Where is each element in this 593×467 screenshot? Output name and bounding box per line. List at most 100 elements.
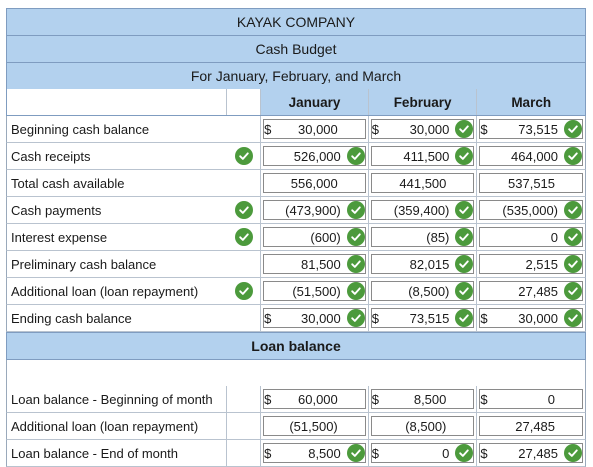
value-cell-march[interactable]: 27,485 — [476, 278, 585, 304]
table-row: Ending cash balance $30,000 $73,515 $30,000 — [6, 305, 586, 332]
value-cell-january[interactable]: (51,500) — [260, 413, 368, 439]
check-circle-icon — [564, 201, 583, 219]
row-label: Additional loan (loan repayment) — [7, 278, 228, 304]
check-circle-icon — [564, 120, 583, 138]
value-input-box[interactable] — [479, 389, 584, 409]
value-cell-march[interactable]: 464,000 — [476, 143, 585, 169]
value-cell-january[interactable]: 81,500 — [260, 251, 368, 277]
value-input-box[interactable] — [263, 227, 366, 247]
cell-value: 411,500 — [403, 148, 450, 164]
value-cell-february[interactable]: (8,500) — [367, 413, 477, 439]
value-cell-january[interactable]: $8,500 — [260, 440, 368, 466]
cell-value: (51,500) — [292, 283, 341, 299]
value-cell-january[interactable]: $60,000 — [260, 386, 368, 412]
value-cell-february[interactable]: (8,500) — [367, 278, 477, 304]
value-input-box[interactable] — [479, 119, 584, 139]
table-row: Cash receipts 526,000 411,500 464,000 — [6, 143, 586, 170]
check-circle-icon — [455, 282, 474, 300]
value-input-box[interactable] — [370, 281, 475, 301]
row-label: Interest expense — [7, 224, 228, 250]
value-input-box[interactable] — [479, 308, 584, 328]
value-input-box[interactable] — [479, 254, 584, 274]
value-input-box[interactable] — [479, 227, 584, 247]
value-input-box[interactable] — [263, 200, 366, 220]
cell-value: 73,515 — [518, 121, 559, 137]
value-input-box[interactable] — [479, 146, 584, 166]
value-cell-january[interactable]: $30,000 — [260, 116, 368, 142]
check-circle-icon — [455, 309, 474, 327]
label-check-cell — [227, 251, 260, 277]
value-cell-march[interactable]: 2,515 — [476, 251, 585, 277]
cell-value: (85) — [426, 229, 450, 245]
value-input-box[interactable] — [263, 254, 366, 274]
value-input-box[interactable] — [479, 416, 584, 436]
check-circle-icon — [455, 255, 474, 273]
value-cell-january[interactable]: (600) — [260, 224, 368, 250]
value-cell-march[interactable]: 27,485 — [476, 413, 585, 439]
cell-value: (359,400) — [393, 202, 450, 218]
value-cell-march[interactable]: $0 — [476, 386, 585, 412]
col-header-january: January — [260, 89, 368, 115]
value-input-box[interactable] — [263, 173, 366, 193]
value-input-box[interactable] — [263, 119, 366, 139]
value-cell-january[interactable]: $30,000 — [260, 305, 368, 331]
value-input-box[interactable] — [479, 281, 584, 301]
value-cell-february[interactable]: 411,500 — [367, 143, 477, 169]
cell-value: 0 — [442, 445, 450, 461]
value-cell-march[interactable]: 537,515 — [476, 170, 585, 196]
value-input-box[interactable] — [263, 281, 366, 301]
cell-value: 556,000 — [290, 175, 338, 191]
value-input-box[interactable] — [370, 416, 475, 436]
check-circle-icon — [564, 444, 583, 462]
label-check-cell — [227, 305, 260, 331]
value-input-box[interactable] — [370, 200, 475, 220]
check-circle-icon — [234, 201, 253, 219]
value-cell-february[interactable]: (359,400) — [367, 197, 477, 223]
value-input-box[interactable] — [370, 173, 475, 193]
row-label: Cash payments — [7, 197, 228, 223]
check-circle-icon — [346, 255, 365, 273]
value-input-box[interactable] — [263, 146, 366, 166]
cell-value: (8,500) — [408, 283, 450, 299]
value-cell-january[interactable]: (473,900) — [260, 197, 368, 223]
value-cell-february[interactable]: $73,515 — [367, 305, 477, 331]
value-cell-february[interactable]: $30,000 — [367, 116, 477, 142]
value-input-box[interactable] — [263, 389, 366, 409]
value-input-box[interactable] — [370, 389, 475, 409]
value-cell-february[interactable]: (85) — [367, 224, 477, 250]
value-cell-january[interactable]: 556,000 — [260, 170, 368, 196]
value-input-box[interactable] — [263, 308, 366, 328]
value-cell-february[interactable]: 441,500 — [367, 170, 477, 196]
value-cell-march[interactable]: $27,485 — [476, 440, 585, 466]
cell-value: 0 — [550, 229, 559, 245]
value-input-box[interactable] — [370, 254, 475, 274]
value-cell-march[interactable]: (535,000) — [476, 197, 585, 223]
value-input-box[interactable] — [479, 200, 584, 220]
value-cell-march[interactable]: 0 — [476, 224, 585, 250]
value-input-box[interactable] — [479, 173, 584, 193]
value-cell-march[interactable]: $73,515 — [476, 116, 585, 142]
value-cell-february[interactable]: $0 — [367, 440, 477, 466]
cell-value: 537,515 — [508, 175, 556, 191]
cell-value: (473,900) — [285, 202, 341, 218]
value-cell-january[interactable]: 526,000 — [260, 143, 368, 169]
cell-value: (600) — [310, 229, 341, 245]
label-check-cell — [227, 440, 260, 466]
cell-value: 60,000 — [298, 391, 338, 407]
value-cell-february[interactable]: $8,500 — [367, 386, 477, 412]
value-cell-january[interactable]: (51,500) — [260, 278, 368, 304]
value-input-box[interactable] — [370, 308, 475, 328]
label-check-cell — [227, 224, 260, 250]
value-cell-march[interactable]: $30,000 — [476, 305, 585, 331]
blank-header-cell — [7, 89, 228, 115]
value-input-box[interactable] — [370, 119, 475, 139]
value-input-box[interactable] — [263, 416, 366, 436]
check-circle-icon — [564, 255, 583, 273]
cell-value: 464,000 — [511, 148, 559, 164]
value-input-box[interactable] — [370, 146, 475, 166]
label-check-cell — [227, 197, 260, 223]
row-label: Preliminary cash balance — [7, 251, 228, 277]
cell-value: 27,485 — [518, 283, 559, 299]
value-input-box[interactable] — [370, 227, 475, 247]
value-cell-february[interactable]: 82,015 — [367, 251, 477, 277]
